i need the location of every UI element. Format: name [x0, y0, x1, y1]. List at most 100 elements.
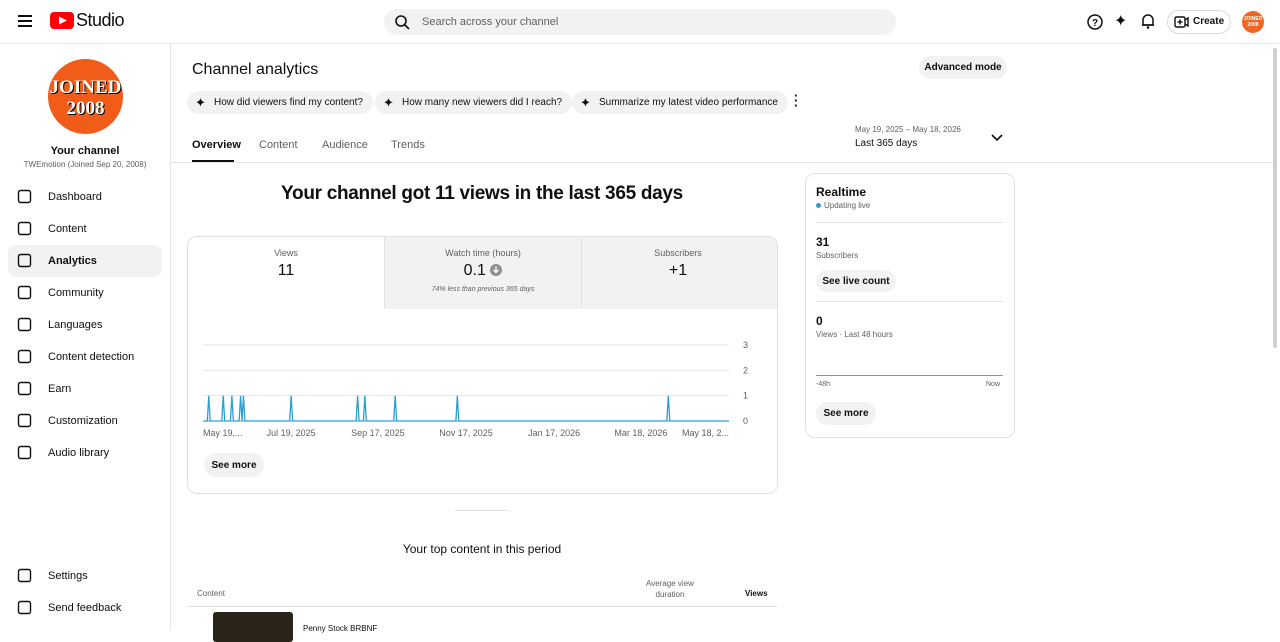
nav-item[interactable]: Customization	[8, 405, 162, 437]
y-tick-label: 0	[743, 416, 748, 426]
ai-icon[interactable]: ✦	[1114, 13, 1128, 30]
realtime-card: Realtime Updating live 31 Subscribers Se…	[805, 173, 1015, 438]
tab[interactable]: Overview	[192, 139, 241, 151]
channel-avatar[interactable]: JOINED 2008	[48, 59, 123, 134]
ai-chip[interactable]: How did viewers find my content?	[187, 91, 373, 114]
metric-label: Watch time (hours)	[445, 248, 521, 258]
overview-card	[187, 236, 778, 494]
more-menu[interactable]: · · ·	[794, 88, 799, 113]
tab[interactable]: Content	[259, 139, 298, 151]
metric-tab[interactable]: Subscribers +1	[580, 237, 776, 308]
video-thumbnail[interactable]	[213, 612, 293, 642]
logo-text[interactable]: Studio	[76, 10, 125, 30]
nav-item[interactable]: Earn	[8, 373, 162, 405]
nav-label: Dashboard	[48, 191, 102, 203]
top-bar: Studio Search across your channel ? ✦ Cr…	[0, 0, 1280, 44]
column-header: Average view duration	[646, 579, 694, 599]
search-box[interactable]: Search across your channel	[384, 9, 896, 35]
create-label: Create	[1193, 16, 1225, 27]
video-title[interactable]: Penny Stock BRBNF	[303, 624, 378, 633]
nav-label: Content	[48, 223, 87, 235]
column-header: Views	[745, 589, 768, 598]
nav-label: Community	[48, 287, 104, 299]
create-icon	[1174, 16, 1189, 28]
advanced-mode-button[interactable]: Advanced mode	[919, 56, 1007, 79]
ai-chip[interactable]: Summarize my latest video performance	[572, 91, 788, 114]
account-avatar[interactable]: JOINED 2008	[1242, 11, 1264, 33]
views-count: 0	[816, 314, 823, 328]
section-title: Your top content in this period	[402, 542, 562, 556]
column-header: Content	[197, 589, 226, 598]
nav-item[interactable]: Content detection	[8, 341, 162, 373]
divider	[187, 606, 777, 607]
see-more-button[interactable]: See more	[204, 453, 264, 477]
x-tick-label: May 18, 2...	[682, 428, 729, 438]
svg-text:?: ?	[1092, 18, 1098, 29]
nav-icon	[17, 600, 32, 615]
x-tick-label: May 19,...	[203, 428, 243, 438]
nav-icon	[17, 317, 32, 332]
nav-icon	[17, 253, 32, 268]
subscriber-label: Subscribers	[816, 251, 859, 260]
realtime-title: Realtime	[816, 185, 867, 199]
metric-value: +1	[668, 262, 688, 279]
search-placeholder: Search across your channel	[422, 16, 559, 28]
nav-icon	[17, 285, 32, 300]
nav-label: Settings	[48, 570, 88, 582]
avatar-line: 2008	[66, 98, 105, 119]
nav-icon	[17, 381, 32, 396]
scrollbar[interactable]	[1273, 48, 1277, 348]
nav-label: Languages	[48, 319, 103, 331]
nav-item[interactable]: Languages	[8, 309, 162, 341]
logo-icon[interactable]	[50, 12, 74, 29]
tab[interactable]: Trends	[391, 139, 425, 151]
create-button[interactable]: Create	[1167, 10, 1231, 34]
help-icon[interactable]: ?	[1087, 14, 1103, 30]
nav-item[interactable]: Community	[8, 277, 162, 309]
notifications-icon[interactable]	[1141, 13, 1155, 29]
metric-tab[interactable]: Views 11	[188, 237, 384, 308]
divider	[171, 162, 1274, 163]
menu-icon[interactable]	[18, 15, 32, 27]
metric-value: 0.1	[385, 262, 581, 280]
nav-label: Audio library	[48, 447, 110, 459]
nav-item[interactable]: Settings	[8, 560, 162, 592]
x-tick-label: Jan 17, 2026	[528, 428, 580, 438]
ai-chip[interactable]: How many new viewers did I reach?	[375, 91, 573, 114]
nav-label: Send feedback	[48, 602, 122, 614]
date-label[interactable]: Last 365 days	[855, 138, 918, 149]
metric-tab[interactable]: Watch time (hours) 0.1 74% less than pre…	[384, 237, 582, 308]
divider	[816, 222, 1003, 223]
metric-note: 74% less than previous 365 days	[431, 286, 535, 293]
y-tick-label: 2	[743, 365, 748, 375]
date-dropdown[interactable]	[991, 134, 1003, 142]
channel-name: TWEmotion (Joined Sep 20, 2008)	[23, 160, 147, 169]
nav-icon	[17, 349, 32, 364]
metric-number: 0.1	[463, 262, 486, 279]
nav-icon	[17, 221, 32, 236]
nav-label: Customization	[48, 415, 118, 427]
realtime-status: Updating live	[824, 201, 871, 210]
nav-item[interactable]: Analytics	[8, 245, 162, 277]
subscriber-count: 31	[816, 235, 830, 249]
tab[interactable]: Audience	[322, 139, 368, 151]
tab-indicator	[192, 160, 234, 162]
down-icon	[490, 264, 503, 276]
live-count-button[interactable]: See live count	[816, 270, 896, 292]
axis-label: Now	[986, 381, 1001, 388]
x-tick-label: Jul 19, 2025	[267, 428, 316, 438]
divider	[455, 510, 510, 511]
nav-icon	[17, 568, 32, 583]
nav-icon	[17, 413, 32, 428]
nav-item[interactable]: Send feedback	[8, 592, 162, 624]
nav-label: Analytics	[48, 255, 97, 267]
nav-item[interactable]: Content	[8, 213, 162, 245]
metric-value: 11	[277, 262, 295, 279]
nav-item[interactable]: Audio library	[8, 437, 162, 469]
metric-label: Subscribers	[654, 248, 702, 258]
views-chart: 0 1 2 3 May 19,... Jul 19, 2025 Sep 17, 2025 No…	[203, 340, 748, 438]
sidebar: JOINED 2008 Your channel TWEmotion (Join…	[0, 44, 171, 630]
nav-item[interactable]: Dashboard	[8, 181, 162, 213]
see-more-button[interactable]: See more	[816, 402, 876, 425]
